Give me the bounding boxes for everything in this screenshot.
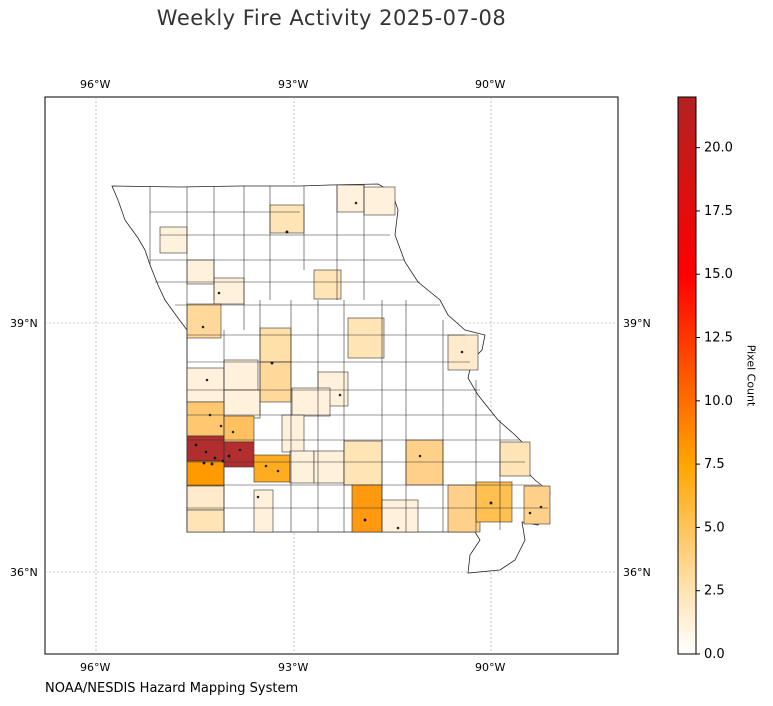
colorbar-tick-label: 10.0: [704, 394, 733, 409]
county-fire-27: [343, 440, 383, 486]
colorbar-tick-label: 2.5: [704, 584, 725, 599]
colorbar-ticks: 0.0 2.5 5.0 7.5 10.0 12.5 15.0 17.5 20.0: [696, 141, 733, 662]
fire-points: [194, 201, 543, 530]
county-fire-25: [289, 450, 315, 484]
county-fire-18: [186, 401, 225, 437]
county-fire-3: [363, 186, 396, 216]
counties-layer: [111, 183, 551, 574]
colorbar-tick-label: 15.0: [704, 267, 733, 282]
lat-tick-left-36n: 36°N: [10, 566, 38, 579]
county-fire-30: [186, 485, 225, 511]
county-fire-16: [291, 387, 331, 417]
county-fire-34: [381, 499, 419, 533]
county-boundaries: [149, 185, 548, 532]
county-fire-9: [259, 327, 292, 363]
county-fire-26: [313, 450, 345, 484]
lon-tick-bottom-90w: 90°W: [475, 661, 506, 674]
attribution: NOAA/NESDIS Hazard Mapping System: [45, 681, 299, 696]
colorbar-tick-label: 12.5: [704, 331, 733, 346]
colorbar-tick-label: 5.0: [704, 520, 725, 535]
lat-tick-right-39n: 39°N: [623, 317, 651, 330]
county-fire-32: [253, 489, 274, 533]
lon-tick-bottom-93w: 93°W: [278, 661, 309, 674]
county-fire-29: [499, 441, 531, 477]
lat-tick-left-39n: 39°N: [10, 317, 38, 330]
colorbar-tick-label: 0.0: [704, 647, 725, 662]
colorbar-tick-label: 7.5: [704, 457, 725, 472]
colorbar-label: Pixel Count: [744, 344, 758, 407]
colorbar-tick-label: 17.5: [704, 204, 733, 219]
county-fire-24: [281, 414, 305, 453]
county-fire-12: [186, 367, 225, 403]
county-fire-28: [405, 439, 444, 486]
county-fire-31: [186, 509, 225, 533]
colorbar: [677, 96, 697, 655]
county-fire-35: [447, 484, 481, 533]
county-fire-13: [223, 359, 259, 391]
county-fire-36: [475, 481, 513, 523]
colorbar-tick-label: 20.0: [704, 141, 733, 156]
county-fire-14: [259, 361, 292, 403]
county-fire-19: [223, 415, 255, 443]
county-fire-7: [313, 269, 342, 300]
county-fire-22: [186, 460, 225, 487]
lon-tick-top-90w: 90°W: [475, 78, 506, 91]
county-fire-1: [269, 204, 305, 234]
county-fire-37: [523, 485, 551, 525]
map-title: Weekly Fire Activity 2025-07-08: [156, 6, 507, 30]
county-fire-8: [186, 303, 222, 339]
county-fire-4: [159, 226, 188, 254]
lon-tick-top-93w: 93°W: [278, 78, 309, 91]
county-fire-5: [186, 259, 215, 285]
lon-tick-bottom-96w: 96°W: [80, 661, 111, 674]
county-fire-23: [253, 454, 291, 483]
lat-tick-right-36n: 36°N: [623, 566, 651, 579]
map-frame: [44, 96, 619, 655]
county-fire-2: [336, 184, 365, 213]
county-fire-21: [223, 441, 255, 468]
lon-tick-top-96w: 96°W: [80, 78, 111, 91]
county-fire-17: [223, 389, 261, 419]
county-fire-10: [347, 317, 385, 359]
county-fire-33: [351, 484, 383, 533]
